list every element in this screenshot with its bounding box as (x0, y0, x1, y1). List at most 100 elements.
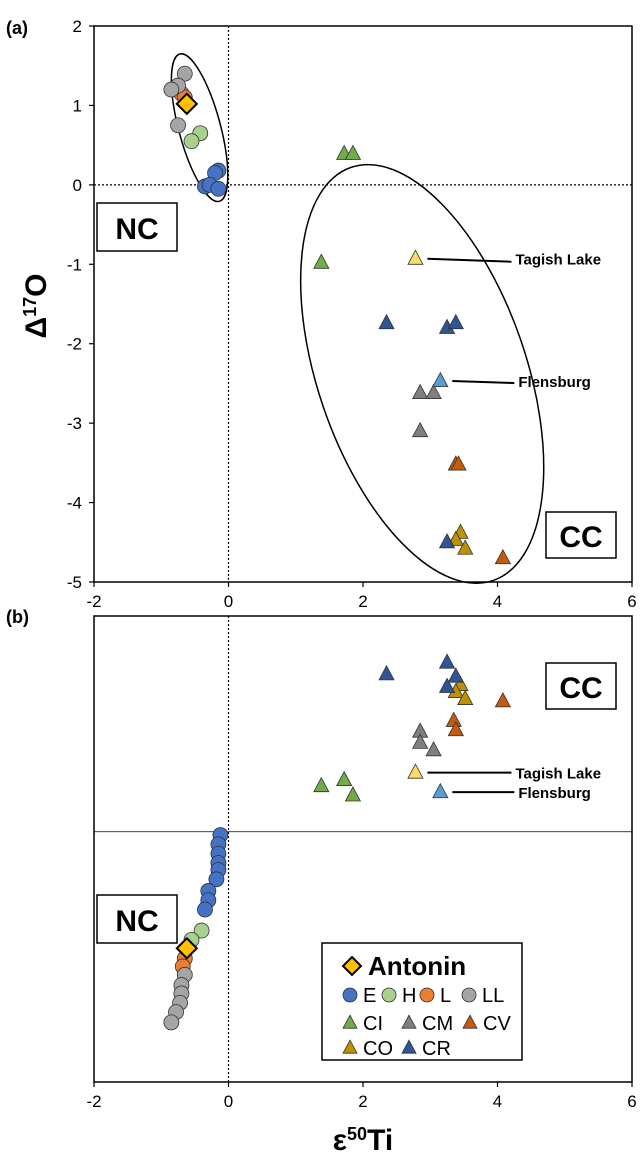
panel-b-x-tick-label: 2 (358, 1092, 367, 1111)
panel-b-point-flensburg (432, 782, 449, 799)
panel-b-cc-label: CC (545, 662, 617, 710)
panel-b-point-cr (447, 667, 464, 683)
panel-a-y-tick-label: -5 (67, 573, 82, 592)
panel-a-point-flensburg (432, 371, 449, 388)
panel-a-y-ticks: 2 1 0 -1 -2 -3 -4 -5 (67, 17, 94, 592)
panel-a-point-cm (411, 383, 429, 399)
panel-a: (a) Δ17O Tagish Lake Flensburg -2 0 2 4 6 2 1 0… (6, 17, 637, 611)
legend-marker-l (419, 987, 435, 1003)
panel-a-x-tick-label: 0 (224, 592, 233, 611)
panel-b-point-cr (438, 677, 456, 693)
panel-a-point-cm (411, 421, 429, 438)
panel-a-y-tick-label: -3 (67, 414, 82, 433)
panel-b-nc-box (96, 894, 178, 944)
panel-b-point-cr (438, 653, 456, 669)
legend-label-cm: CM (422, 1013, 453, 1035)
panel-a-group-ellipse-nc (170, 53, 229, 203)
legend-marker-cr (401, 1039, 417, 1054)
panel-b-point-cm (411, 733, 429, 749)
legend-label-h: H (402, 985, 416, 1007)
panel-b-x-tick-label: 0 (224, 1092, 233, 1111)
panel-a-point-ll (170, 117, 186, 134)
panel-b-point-e (208, 871, 225, 888)
panel-b-label: (b) (6, 607, 29, 627)
legend-marker-antonin (341, 955, 363, 977)
panel-b-x-tick-label: 6 (627, 1092, 636, 1111)
panel-b-annotations: Tagish Lake Flensburg (427, 766, 601, 802)
panel-a-y-tick-label: 2 (73, 17, 82, 36)
panel-b-point-cv (494, 692, 512, 708)
panel-a-x-tick-label: 2 (358, 592, 367, 611)
panel-b-cc-text: CC (559, 672, 602, 705)
panel-a-y-tick-label: 0 (73, 176, 82, 195)
panel-a-point-cv (494, 548, 512, 565)
panel-a-cc-label: CC (545, 511, 617, 559)
panel-a-annotation-flensburg: Flensburg (518, 374, 591, 391)
legend-marker-cm (401, 1014, 417, 1029)
panel-a-point-tagish-lake (407, 249, 424, 265)
panel-b-reference-lines (94, 616, 632, 1082)
panel-b-points (163, 653, 512, 1031)
legend-label-co: CO (363, 1038, 393, 1060)
panel-a-cc-text: CC (559, 521, 602, 554)
panel-a-x-tick-label: -2 (86, 592, 101, 611)
panel-a-annotation-tagish-lake: Tagish Lake (515, 252, 601, 269)
panel-a-point-ci (344, 144, 362, 160)
panel-a-point-cv (450, 455, 467, 471)
legend-marker-ll (461, 987, 477, 1003)
panel-a-ellipses (170, 53, 545, 584)
panel-b-cc-box (545, 662, 617, 710)
panel-a-nc-box (96, 202, 178, 252)
panel-a-annotation-leader-tagish-lake (427, 257, 512, 263)
panel-a-point-cr (378, 313, 395, 330)
panel-a-point-ll (176, 65, 193, 82)
panel-a-point-antonin (175, 92, 199, 116)
panel-a-point-co (447, 530, 464, 546)
legend-title-antonin: Antonin (368, 951, 466, 981)
panel-b-x-axis-title: ε50Ti (333, 1124, 393, 1157)
panel-a-annotation-leader-flensburg (452, 380, 515, 385)
panel-a-point-cr (438, 533, 456, 549)
legend-marker-cv (462, 1014, 478, 1029)
panel-a-points (163, 65, 512, 565)
panel-b-point-h (193, 922, 210, 939)
legend-label-e: E (363, 985, 376, 1007)
panel-a-y-tick-label: 1 (73, 96, 82, 115)
panel-a-x-tick-label: 4 (493, 592, 502, 611)
legend-marker-co (342, 1039, 358, 1054)
panel-b-annotation-flensburg: Flensburg (518, 785, 591, 802)
panel-a-reference-lines (94, 26, 632, 582)
panel-a-group-ellipse-cc (299, 163, 545, 584)
legend-label-cv: CV (483, 1013, 511, 1035)
legend-marker-h (381, 987, 397, 1003)
panel-a-y-tick-label: -2 (67, 335, 82, 354)
legend-label-ll: LL (482, 985, 504, 1007)
panel-b-x-tick-label: 4 (493, 1092, 502, 1111)
panel-b-annotation-tagish-lake: Tagish Lake (515, 766, 601, 783)
legend-marker-ci (342, 1014, 358, 1029)
panel-b-point-ci (336, 770, 353, 787)
panel-a-point-ll (163, 81, 180, 98)
panel-a-x-tick-label: 6 (627, 592, 636, 611)
panel-a-cc-box (545, 511, 617, 559)
legend-marker-e (342, 987, 358, 1003)
panel-b-point-cv (445, 711, 462, 727)
panel-b-point-cr (378, 665, 395, 681)
legend-label-l: L (440, 985, 451, 1007)
panel-a-nc-text: NC (115, 213, 158, 246)
panel-b-point-e (197, 901, 213, 918)
panel-b: (b) Tagish Lake Flensburg -2 0 2 4 6 ε50Ti NC… (6, 607, 637, 1157)
panel-a-point-h (183, 133, 200, 150)
panel-b-nc-text: NC (115, 905, 158, 938)
panel-a-y-axis-title: Δ17O (20, 274, 53, 339)
legend-label-cr: CR (422, 1038, 451, 1060)
panel-a-nc-label: NC (96, 202, 178, 252)
panel-a-point-co (457, 539, 474, 555)
panel-b-point-co (457, 689, 474, 705)
panel-b-point-cv (447, 720, 464, 737)
panel-a-point-e (210, 180, 227, 197)
panel-b-point-ci (313, 776, 330, 793)
panel-a-point-cm (425, 383, 442, 399)
